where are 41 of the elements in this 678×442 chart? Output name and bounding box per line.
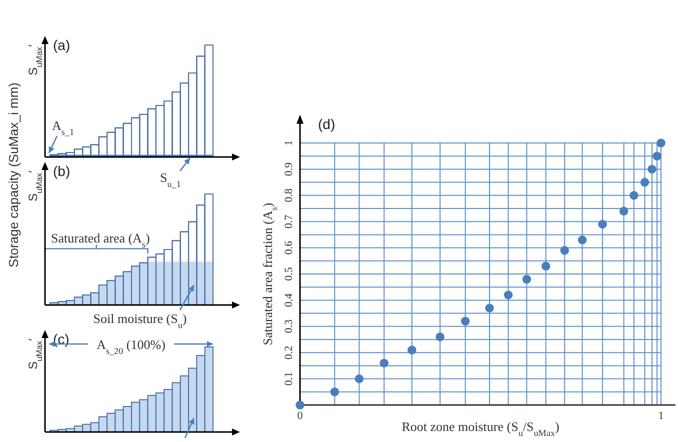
point [652, 152, 662, 160]
annotation: A$_{s_20}$ (100%) [96, 337, 166, 356]
y-tick-label: 0.4 [283, 292, 295, 308]
y-tick-label: 0.3 [283, 319, 295, 334]
point [578, 236, 587, 244]
point [560, 246, 569, 255]
point [619, 206, 628, 216]
text: Storage capacity (SuMax_i mm) [6, 82, 21, 268]
point [522, 274, 532, 284]
y-tick-label: 0.1 [283, 372, 295, 386]
point [541, 262, 550, 270]
annotation: A$_{s_1}$ [52, 118, 74, 137]
point [354, 374, 364, 384]
point [504, 290, 513, 300]
y-tick-label: 0.8 [283, 188, 295, 202]
point [436, 332, 444, 342]
point [460, 316, 470, 326]
point [296, 400, 304, 410]
point [630, 191, 638, 200]
point [640, 178, 650, 187]
point [648, 164, 656, 174]
band-label: Saturated area (A$_{s}$) [51, 230, 150, 250]
y-tick-label: 0.2 [283, 346, 295, 360]
chart-title: (d) [318, 116, 336, 132]
point [380, 358, 388, 368]
point [598, 220, 607, 229]
y-tick-label: 0.7 [283, 214, 295, 228]
text: Soil moisture (S$_{u}$) [93, 311, 187, 330]
y-tick-label: 0.5 [283, 266, 295, 281]
y-tick-label: 1 [283, 140, 295, 146]
y-tick-label: 0.6 [283, 240, 295, 255]
y-tick-label: 0.9 [283, 162, 295, 176]
point [485, 304, 494, 312]
chart-title: (b) [53, 163, 70, 179]
point [408, 346, 416, 354]
point [656, 138, 666, 148]
chart-title: (a) [53, 37, 70, 53]
x-tick-label: 0 [297, 410, 304, 422]
point [330, 388, 340, 396]
text: S$_{u_1}$ [160, 170, 181, 189]
x-axis-title: Root zone moisture (S$_{u}$/S$_{uMax}$) [402, 419, 560, 438]
